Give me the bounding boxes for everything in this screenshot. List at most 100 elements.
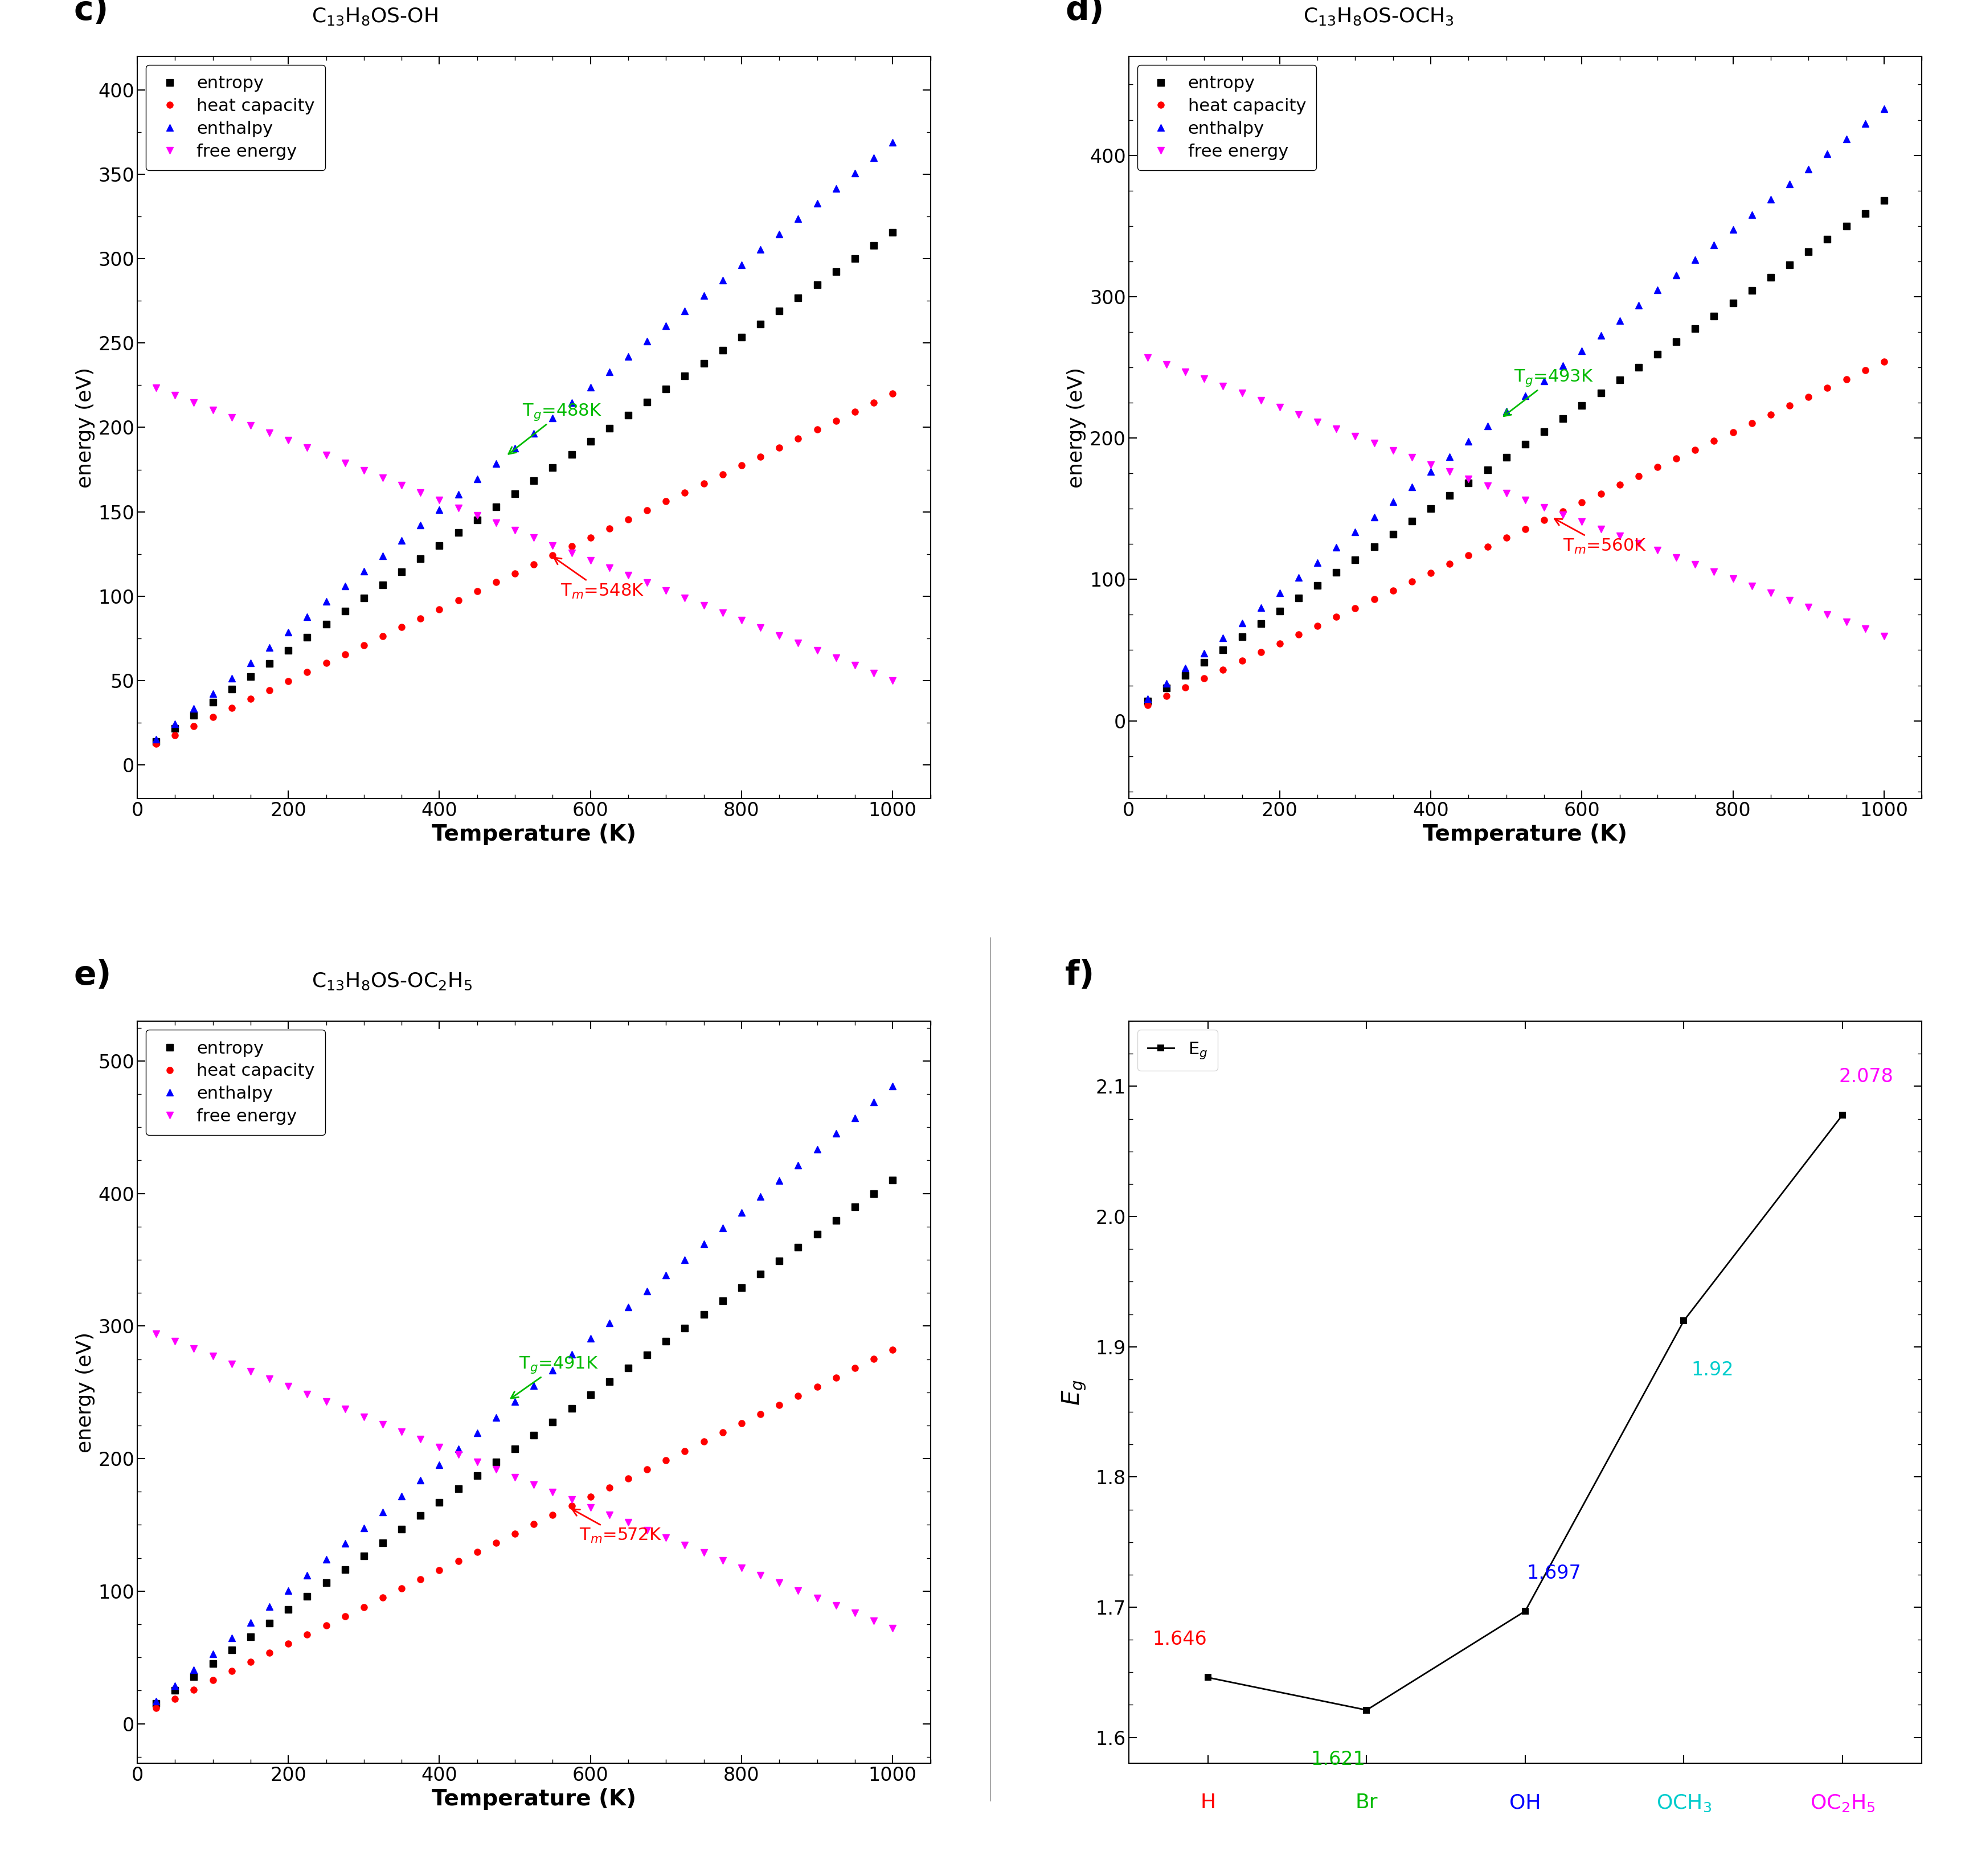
- entropy: [863, 1182, 886, 1204]
- entropy: [767, 300, 790, 323]
- free energy: [635, 572, 659, 595]
- enthalpy: [1834, 128, 1857, 150]
- free energy: [465, 505, 488, 527]
- free energy: [1249, 388, 1273, 411]
- enthalpy: [220, 1626, 243, 1649]
- free energy: [712, 1550, 735, 1572]
- entropy: [1779, 253, 1802, 276]
- heat capacity: [1381, 580, 1404, 602]
- entropy: [182, 1666, 206, 1688]
- enthalpy: [786, 1154, 810, 1176]
- free energy: [390, 475, 414, 497]
- free energy: [277, 430, 300, 452]
- free energy: [712, 602, 735, 625]
- enthalpy: [427, 499, 451, 522]
- heat capacity: [257, 679, 280, 702]
- enthalpy: [145, 728, 169, 750]
- enthalpy: [1722, 218, 1745, 240]
- entropy: [145, 1692, 169, 1715]
- X-axis label: Temperature (K): Temperature (K): [431, 1788, 635, 1810]
- Line: free energy: free energy: [153, 385, 896, 683]
- free energy: [786, 1580, 810, 1602]
- free energy: [257, 422, 280, 445]
- free energy: [1722, 568, 1745, 591]
- free energy: [296, 1383, 320, 1405]
- Text: f): f): [1065, 959, 1094, 992]
- free energy: [1514, 490, 1537, 512]
- enthalpy: [257, 1595, 280, 1617]
- free energy: [220, 407, 243, 430]
- heat capacity: [729, 1413, 753, 1435]
- heat capacity: [1192, 668, 1216, 690]
- enthalpy: [729, 253, 753, 276]
- Text: T$_g$=488K: T$_g$=488K: [508, 401, 602, 454]
- heat capacity: [277, 670, 300, 692]
- enthalpy: [465, 1422, 488, 1445]
- heat capacity: [806, 1375, 830, 1398]
- heat capacity: [1665, 446, 1688, 469]
- free energy: [655, 580, 679, 602]
- entropy: [578, 1384, 602, 1407]
- Line: entropy: entropy: [153, 1176, 896, 1707]
- entropy: [1437, 484, 1461, 507]
- Legend: E$_g$: E$_g$: [1137, 1030, 1218, 1071]
- enthalpy: [712, 268, 735, 291]
- free energy: [277, 1375, 300, 1398]
- heat capacity: [371, 1587, 394, 1610]
- free energy: [371, 467, 394, 490]
- heat capacity: [202, 1670, 226, 1692]
- enthalpy: [1286, 567, 1310, 589]
- enthalpy: [408, 514, 431, 537]
- heat capacity: [692, 473, 716, 495]
- entropy: [655, 377, 679, 400]
- entropy: [522, 469, 545, 492]
- heat capacity: [616, 1467, 639, 1490]
- enthalpy: [786, 208, 810, 231]
- entropy: [616, 1356, 639, 1379]
- heat capacity: [1400, 570, 1424, 593]
- heat capacity: [504, 563, 528, 585]
- free energy: [559, 542, 582, 565]
- enthalpy: [729, 1201, 753, 1223]
- heat capacity: [1135, 694, 1159, 717]
- heat capacity: [1173, 675, 1196, 698]
- enthalpy: [145, 1690, 169, 1713]
- free energy: [1212, 375, 1235, 398]
- entropy: [1702, 304, 1726, 326]
- heat capacity: [1494, 527, 1518, 550]
- Text: 1.697: 1.697: [1526, 1563, 1581, 1583]
- enthalpy: [616, 1296, 639, 1319]
- enthalpy: [578, 1326, 602, 1349]
- entropy: [447, 1478, 471, 1501]
- free energy: [1173, 360, 1196, 383]
- free energy: [296, 437, 320, 460]
- entropy: [1477, 458, 1500, 480]
- heat capacity: [353, 634, 377, 657]
- heat capacity: [296, 1623, 320, 1645]
- entropy: [484, 1450, 508, 1473]
- heat capacity: [863, 1347, 886, 1369]
- X-axis label: Temperature (K): Temperature (K): [431, 824, 635, 844]
- entropy: [843, 248, 867, 270]
- free energy: [749, 1565, 773, 1587]
- heat capacity: [484, 570, 508, 593]
- enthalpy: [353, 559, 377, 582]
- entropy: [1608, 370, 1632, 392]
- entropy: [333, 600, 357, 623]
- Text: 2.078: 2.078: [1839, 1067, 1894, 1086]
- entropy: [371, 1531, 394, 1553]
- heat capacity: [484, 1531, 508, 1553]
- enthalpy: [182, 698, 206, 720]
- heat capacity: [1702, 430, 1726, 452]
- enthalpy: [390, 1486, 414, 1508]
- free energy: [635, 1520, 659, 1542]
- Line: heat capacity: heat capacity: [1145, 358, 1886, 707]
- enthalpy: [522, 422, 545, 445]
- heat capacity: [712, 463, 735, 486]
- entropy: [296, 627, 320, 649]
- heat capacity: [1269, 632, 1292, 655]
- enthalpy: [504, 437, 528, 460]
- entropy: [163, 717, 186, 739]
- heat capacity: [863, 392, 886, 415]
- entropy: [824, 1210, 847, 1233]
